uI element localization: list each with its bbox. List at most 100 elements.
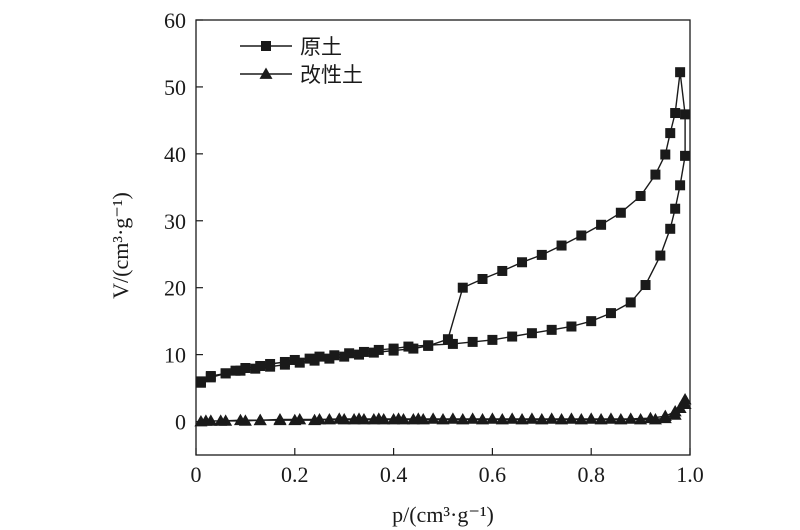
triangle-marker [574, 413, 588, 425]
square-marker [576, 230, 587, 241]
triangle-marker [456, 413, 470, 425]
y-tick-label: 40 [164, 142, 186, 167]
triangle-marker [273, 413, 287, 425]
square-marker [388, 345, 399, 356]
square-marker [675, 180, 686, 191]
triangle-marker [485, 412, 499, 424]
triangle-marker [535, 413, 549, 425]
square-marker [497, 265, 508, 276]
triangle-marker [322, 413, 336, 425]
triangle-marker [658, 409, 672, 422]
square-marker [596, 219, 607, 230]
square-marker [680, 150, 691, 161]
legend-label: 改性土 [300, 63, 363, 87]
square-marker [423, 340, 434, 351]
triangle-marker [525, 412, 539, 424]
legend-label: 原土 [300, 35, 342, 59]
triangle-marker [634, 413, 648, 425]
triangle-marker [446, 412, 460, 424]
triangle-marker [253, 413, 267, 426]
legend-item: 原土 [240, 35, 342, 59]
triangle-marker [564, 412, 578, 424]
triangle-marker [594, 413, 608, 425]
triangle-marker [476, 413, 490, 425]
triangle-marker [214, 414, 228, 426]
square-marker [294, 357, 305, 368]
square-marker [526, 328, 537, 339]
triangle-marker [624, 412, 638, 424]
square-marker [680, 109, 691, 120]
legend-square-icon [261, 41, 271, 51]
square-marker [546, 324, 557, 335]
axes: 0 0.2 0.4 0.6 0.8 1.0 0 10 20 30 40 50 60 [164, 8, 704, 487]
triangle-marker [495, 413, 509, 425]
x-tick-label: 0.6 [479, 462, 507, 487]
square-marker [660, 149, 671, 160]
square-marker [675, 67, 686, 78]
square-marker [556, 240, 567, 251]
square-marker [665, 223, 676, 234]
triangle-marker [604, 412, 618, 424]
legend-item: 改性土 [240, 63, 363, 87]
x-tick-label: 1.0 [676, 462, 704, 487]
square-marker [195, 376, 206, 387]
square-marker [265, 361, 276, 372]
plot-frame [195, 19, 691, 456]
square-marker [625, 297, 636, 308]
square-marker [235, 365, 246, 376]
triangle-marker [352, 412, 366, 424]
y-tick-label: 20 [164, 276, 186, 301]
square-marker [615, 207, 626, 218]
y-axis-label: V/(cm³·g⁻¹) [108, 192, 133, 299]
triangle-marker [678, 392, 692, 405]
x-axis-label: p/(cm³·g⁻¹) [392, 502, 494, 527]
triangle-marker [436, 413, 450, 425]
square-marker [507, 331, 518, 342]
square-marker [650, 169, 661, 180]
square-marker [220, 368, 231, 379]
square-marker [368, 347, 379, 358]
y-tick-label: 0 [175, 410, 186, 435]
triangle-marker [293, 413, 307, 425]
triangle-marker [466, 412, 480, 424]
square-marker [457, 282, 468, 293]
y-tick-label: 60 [164, 8, 186, 33]
triangle-marker [392, 412, 406, 424]
triangle-marker [332, 412, 346, 424]
triangle-marker [584, 412, 598, 424]
square-marker [566, 321, 577, 332]
square-marker [605, 308, 616, 319]
square-marker [205, 372, 216, 383]
y-tick-label: 50 [164, 75, 186, 100]
square-marker [324, 353, 335, 364]
triangle-marker [643, 411, 657, 424]
square-marker [309, 355, 320, 366]
triangle-marker [545, 412, 559, 424]
triangle-marker [668, 405, 682, 417]
square-marker [670, 108, 681, 119]
square-marker [250, 363, 261, 374]
square-marker [487, 334, 498, 345]
legend-triangle-icon [259, 67, 273, 79]
triangle-marker [199, 414, 213, 426]
square-marker [517, 257, 528, 268]
square-marker [586, 316, 597, 327]
series-1 [195, 67, 691, 388]
square-marker [670, 203, 681, 214]
x-tick-label: 0.8 [577, 462, 605, 487]
x-tick-label: 0 [191, 462, 202, 487]
triangle-marker [233, 413, 247, 426]
square-marker [655, 250, 666, 261]
square-marker [467, 336, 478, 347]
triangle-marker [426, 412, 440, 424]
square-marker [536, 249, 547, 260]
triangle-marker [614, 413, 628, 425]
square-marker [339, 351, 350, 362]
y-tick-label: 10 [164, 343, 186, 368]
series-layer [194, 67, 692, 427]
y-tick-label: 30 [164, 209, 186, 234]
triangle-marker [313, 413, 326, 425]
square-marker [477, 273, 488, 284]
